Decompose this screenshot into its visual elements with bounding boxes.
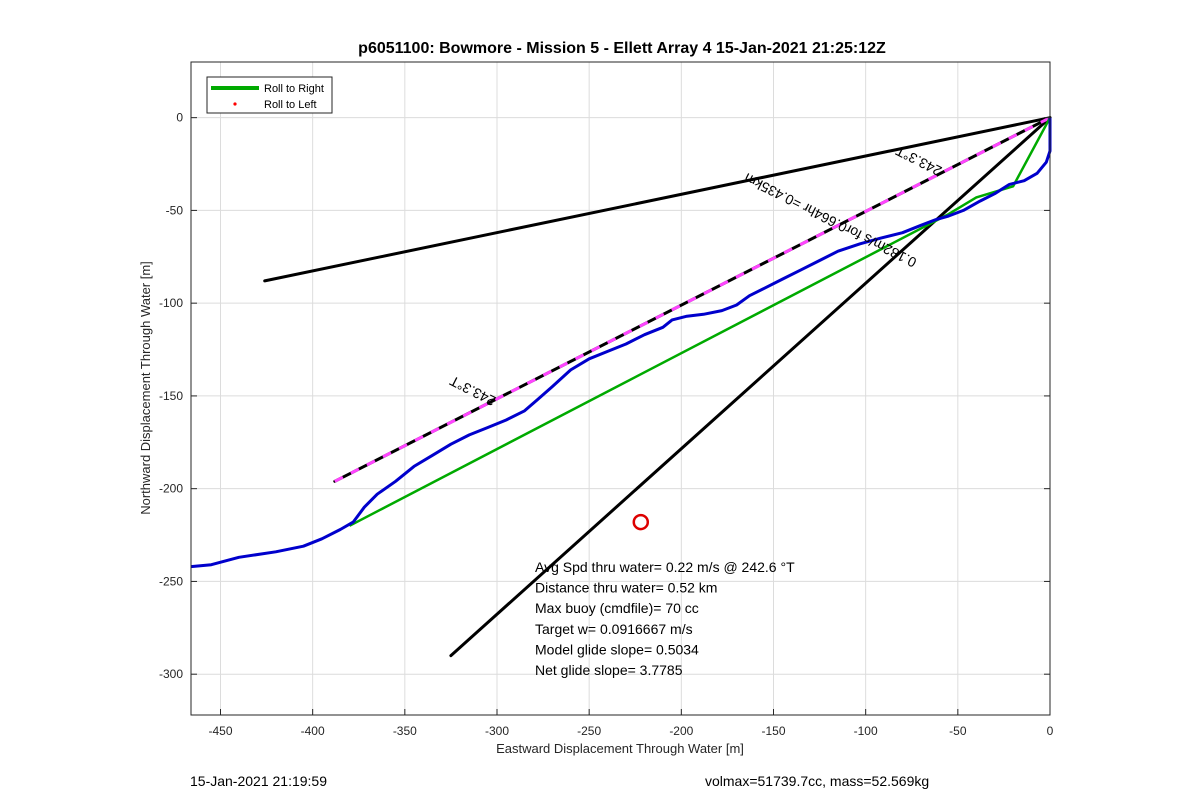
y-tick-label: -200 xyxy=(159,482,183,496)
info-line: Model glide slope= 0.5034 xyxy=(535,641,699,657)
x-tick-label: 0 xyxy=(1047,724,1054,738)
axes-box xyxy=(190,61,1051,716)
y-tick-label: -100 xyxy=(159,296,183,310)
info-line: Net glide slope= 3.7785 xyxy=(535,662,683,678)
heading-dash-line xyxy=(334,116,1051,483)
legend-box xyxy=(206,76,333,114)
x-tick-label: -100 xyxy=(854,724,878,738)
reference-line xyxy=(263,116,1052,283)
footer-timestamp: 15-Jan-2021 21:19:59 xyxy=(190,773,327,789)
legend-dot-swatch xyxy=(233,102,237,106)
legend: Roll to Right Roll to Left xyxy=(206,76,333,114)
x-tick-label: -350 xyxy=(393,724,417,738)
x-axis-label: Eastward Displacement Through Water [m] xyxy=(496,741,744,756)
y-tick-label: -300 xyxy=(159,667,183,681)
y-tick-label: -50 xyxy=(166,203,184,217)
x-tick-label: -150 xyxy=(761,724,785,738)
ticks: -450 -400 -350 -300 -250 -200 -150 -100 -50 0 0 -50… xyxy=(159,111,1054,738)
y-tick-label: -150 xyxy=(159,389,183,403)
chart-title: p6051100: Bowmore - Mission 5 - Ellett A… xyxy=(358,40,886,57)
reference-line xyxy=(449,116,1052,658)
x-tick-label: -300 xyxy=(485,724,509,738)
series-track xyxy=(190,117,1052,569)
heading-annotation: 243.3°T xyxy=(893,143,945,180)
y-tick-label: -250 xyxy=(159,574,183,588)
info-line: Max buoy (cmdfile)= 70 cc xyxy=(535,600,699,616)
y-tick-label: 0 xyxy=(176,111,183,125)
legend-label: Roll to Left xyxy=(264,99,317,111)
legend-label: Roll to Right xyxy=(264,83,324,95)
info-text: Avg Spd thru water= 0.22 m/s @ 242.6 °T D… xyxy=(535,559,795,678)
x-tick-label: -200 xyxy=(669,724,693,738)
info-line: Distance thru water= 0.52 km xyxy=(535,580,717,596)
grid xyxy=(191,62,1051,715)
heading-annotation: 243.3°T xyxy=(447,373,499,410)
x-tick-label: -400 xyxy=(301,724,325,738)
x-tick-label: -50 xyxy=(949,724,967,738)
x-tick-label: -450 xyxy=(208,724,232,738)
info-line: Target w= 0.0916667 m/s xyxy=(535,621,693,637)
x-tick-label: -250 xyxy=(577,724,601,738)
series-layer xyxy=(190,116,1052,658)
series-roll-to-right xyxy=(348,117,1052,527)
y-axis-label: Northward Displacement Through Water [m] xyxy=(138,261,153,515)
info-line: Avg Spd thru water= 0.22 m/s @ 242.6 °T xyxy=(535,559,795,575)
footer-volmax-mass: volmax=51739.7cc, mass=52.569kg xyxy=(705,773,930,789)
target-marker xyxy=(632,513,650,531)
